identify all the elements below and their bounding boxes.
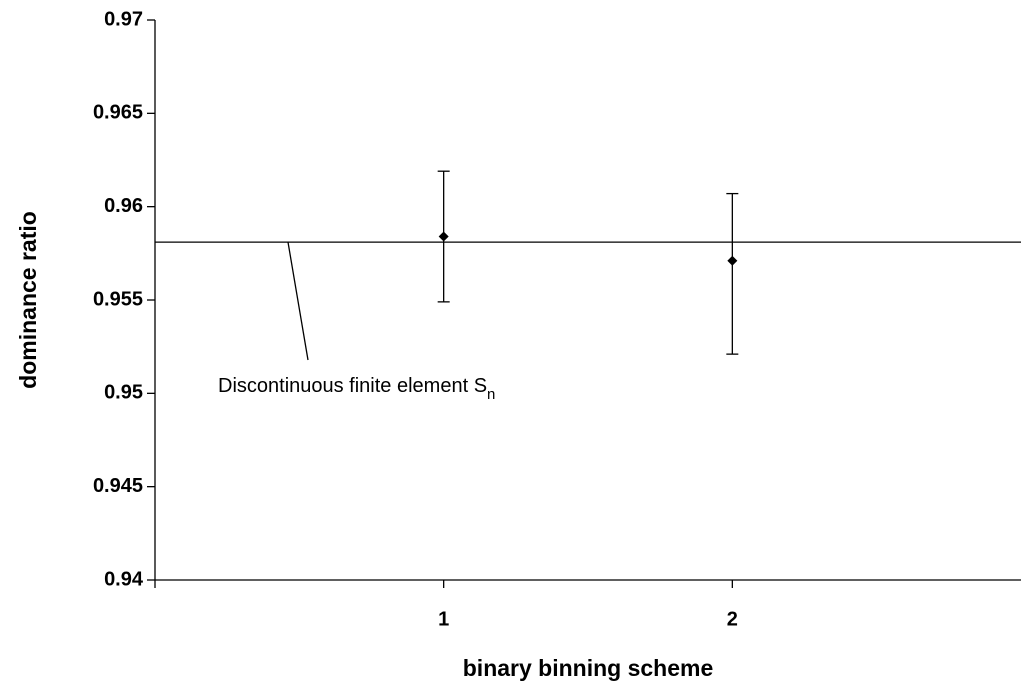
- y-tick-label: 0.95: [104, 382, 143, 404]
- x-axis-title: binary binning scheme: [463, 655, 714, 681]
- annotation-leader: [287, 242, 309, 361]
- y-tick-label: 0.965: [93, 102, 143, 124]
- annotation: Discontinuous finite element Sn: [218, 375, 495, 403]
- y-tick-label: 0.945: [93, 475, 143, 497]
- annotation-text: Discontinuous finite element S: [218, 375, 487, 397]
- annotation-subscript: n: [487, 386, 495, 403]
- y-tick-label: 0.955: [93, 288, 143, 310]
- y-tick-label: 0.97: [104, 8, 143, 30]
- data-point: [727, 255, 738, 266]
- y-tick-label: 0.94: [104, 568, 144, 590]
- y-tick-label: 0.96: [104, 195, 143, 217]
- data-point: [438, 231, 449, 242]
- x-tick-label: 2: [727, 608, 738, 630]
- y-axis-title: dominance ratio: [15, 211, 41, 389]
- x-tick-label: 1: [438, 608, 449, 630]
